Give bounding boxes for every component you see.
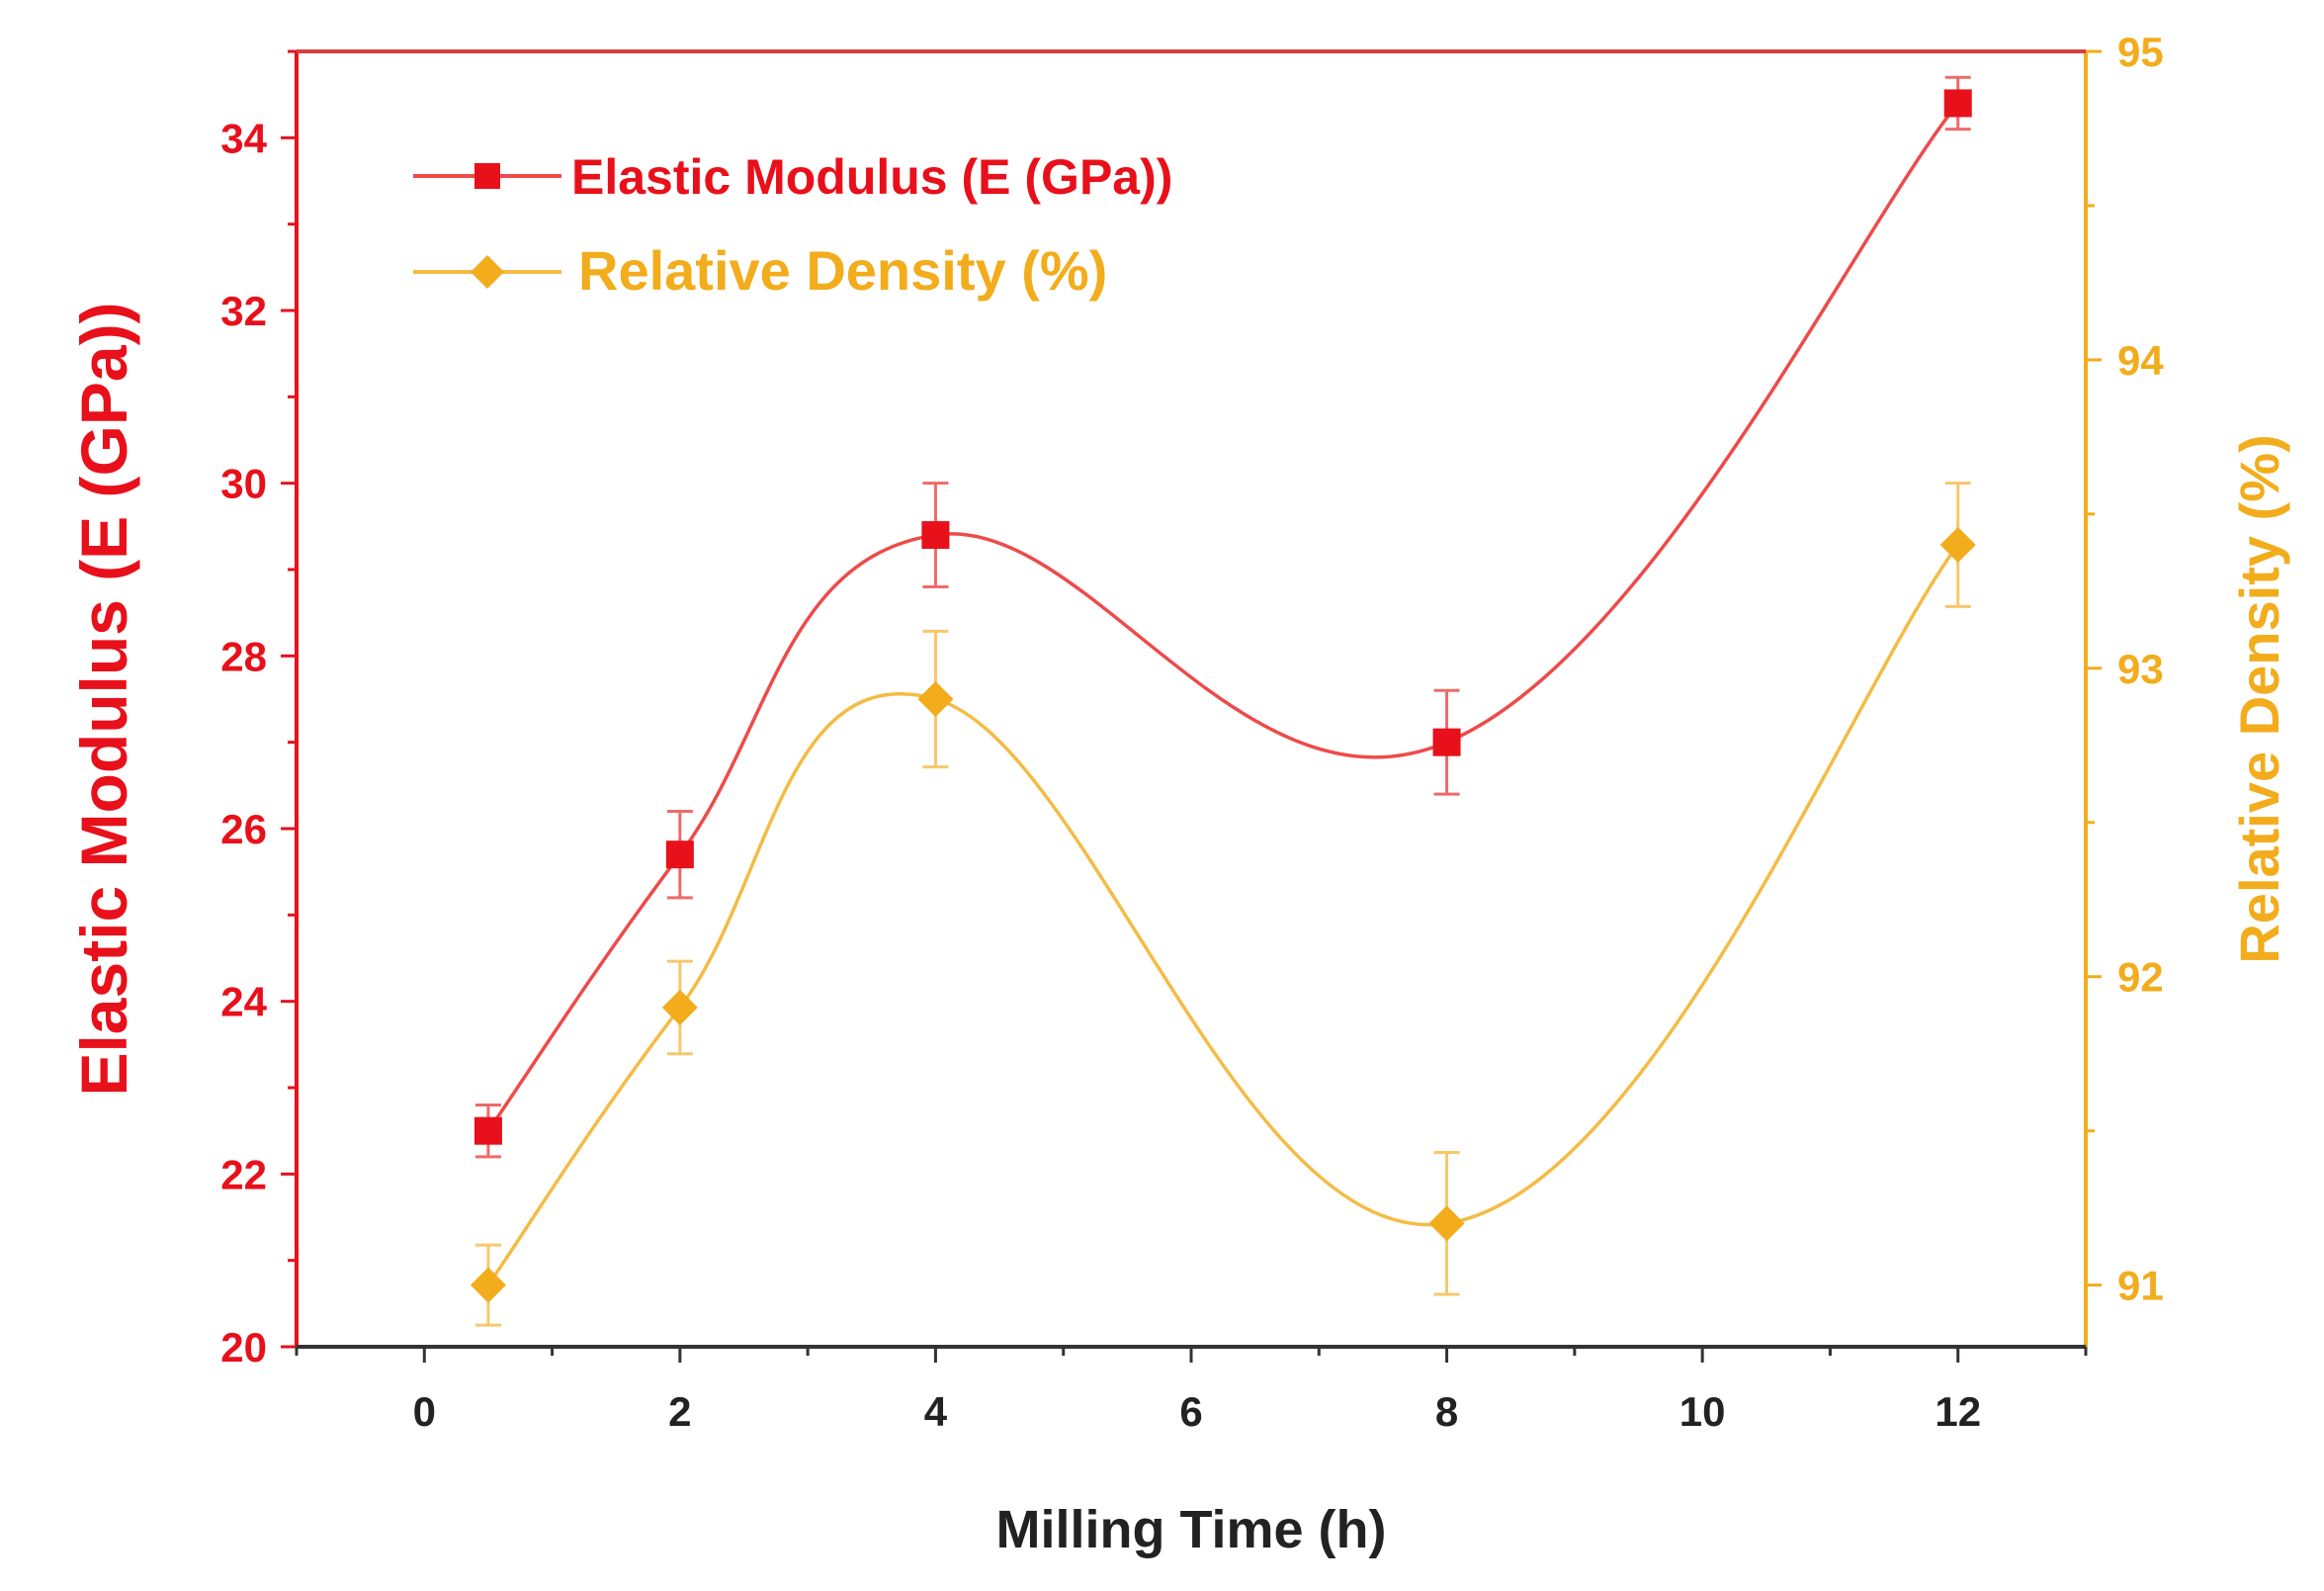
- data-point-diamond: [1428, 1205, 1465, 1242]
- x-tick-label: 10: [1679, 1388, 1726, 1435]
- series-0-line: [486, 102, 1960, 1132]
- data-point-diamond: [917, 681, 954, 717]
- data-point-square: [473, 1116, 502, 1145]
- legend-label-0: Elastic Modulus (E (GPa)): [571, 149, 1172, 205]
- right-tick-label: 94: [2117, 337, 2164, 384]
- right-tick-label: 95: [2117, 29, 2164, 75]
- x-tick-label: 6: [1179, 1388, 1202, 1435]
- x-tick-label: 4: [924, 1388, 948, 1435]
- data-point-square: [1432, 728, 1461, 756]
- left-tick-label: 24: [220, 979, 267, 1025]
- legend: Elastic Modulus (E (GPa)) Relative Densit…: [413, 149, 1172, 302]
- data-point-square: [665, 840, 694, 869]
- data-point-diamond: [661, 989, 698, 1025]
- series-1-line: [486, 543, 1960, 1286]
- x-tick-label: 2: [668, 1388, 691, 1435]
- legend-marker-diamond: [471, 255, 504, 289]
- data-point-diamond: [470, 1267, 506, 1303]
- y-axis-right-title: Relative Density (%): [2228, 434, 2290, 963]
- legend-marker-square: [474, 163, 500, 189]
- y-axis-left-title: Elastic Modulus (E (GPa)): [67, 302, 140, 1096]
- data-point-diamond: [1939, 527, 1976, 564]
- data-point-square: [921, 521, 950, 550]
- series-lines: [486, 102, 1960, 1286]
- left-tick-label: 34: [220, 115, 267, 161]
- left-tick-label: 20: [220, 1324, 267, 1370]
- data-point-square: [1943, 89, 1972, 118]
- legend-label-1: Relative Density (%): [578, 239, 1107, 302]
- right-tick-label: 92: [2117, 954, 2164, 1001]
- x-tick-label: 12: [1935, 1388, 1981, 1435]
- left-tick-label: 26: [220, 806, 267, 852]
- left-tick-label: 22: [220, 1151, 267, 1197]
- left-tick-label: 32: [220, 288, 267, 334]
- left-tick-label: 28: [220, 633, 267, 679]
- right-tick-label: 93: [2117, 646, 2164, 692]
- series-markers: [470, 89, 1976, 1303]
- right-tick-label: 91: [2117, 1263, 2164, 1309]
- x-axis-title: Milling Time (h): [996, 1500, 1387, 1559]
- left-tick-label: 30: [220, 461, 267, 507]
- x-tick-label: 8: [1435, 1388, 1458, 1435]
- x-tick-label: 0: [413, 1388, 436, 1435]
